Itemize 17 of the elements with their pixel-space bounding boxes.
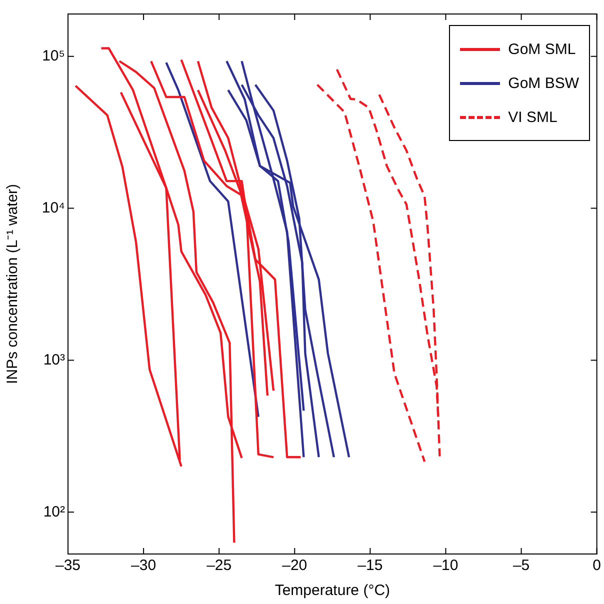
y-axis-title: INPs concentration (L⁻¹ water) xyxy=(4,184,22,384)
x-tick-label: –25 xyxy=(206,557,232,574)
x-tick-label: 0 xyxy=(592,557,601,574)
x-tick-label: –5 xyxy=(512,557,530,574)
legend-label: GoM BSW xyxy=(508,74,579,92)
x-tick-label: –20 xyxy=(282,557,308,574)
legend-label: VI SML xyxy=(508,108,558,126)
x-tick-label: –30 xyxy=(131,557,156,574)
y-tick-label: 10⁵ xyxy=(42,47,65,64)
x-tick-label: –35 xyxy=(55,557,81,574)
x-tick-label: –10 xyxy=(433,557,458,574)
x-tick-label: –15 xyxy=(358,557,383,574)
y-tick-label: 10⁴ xyxy=(42,199,65,216)
y-tick-label: 10² xyxy=(43,503,65,520)
y-tick-label: 10³ xyxy=(43,351,65,368)
legend-label: GoM SML xyxy=(508,40,576,58)
x-axis-title: Temperature (°C) xyxy=(274,582,390,600)
